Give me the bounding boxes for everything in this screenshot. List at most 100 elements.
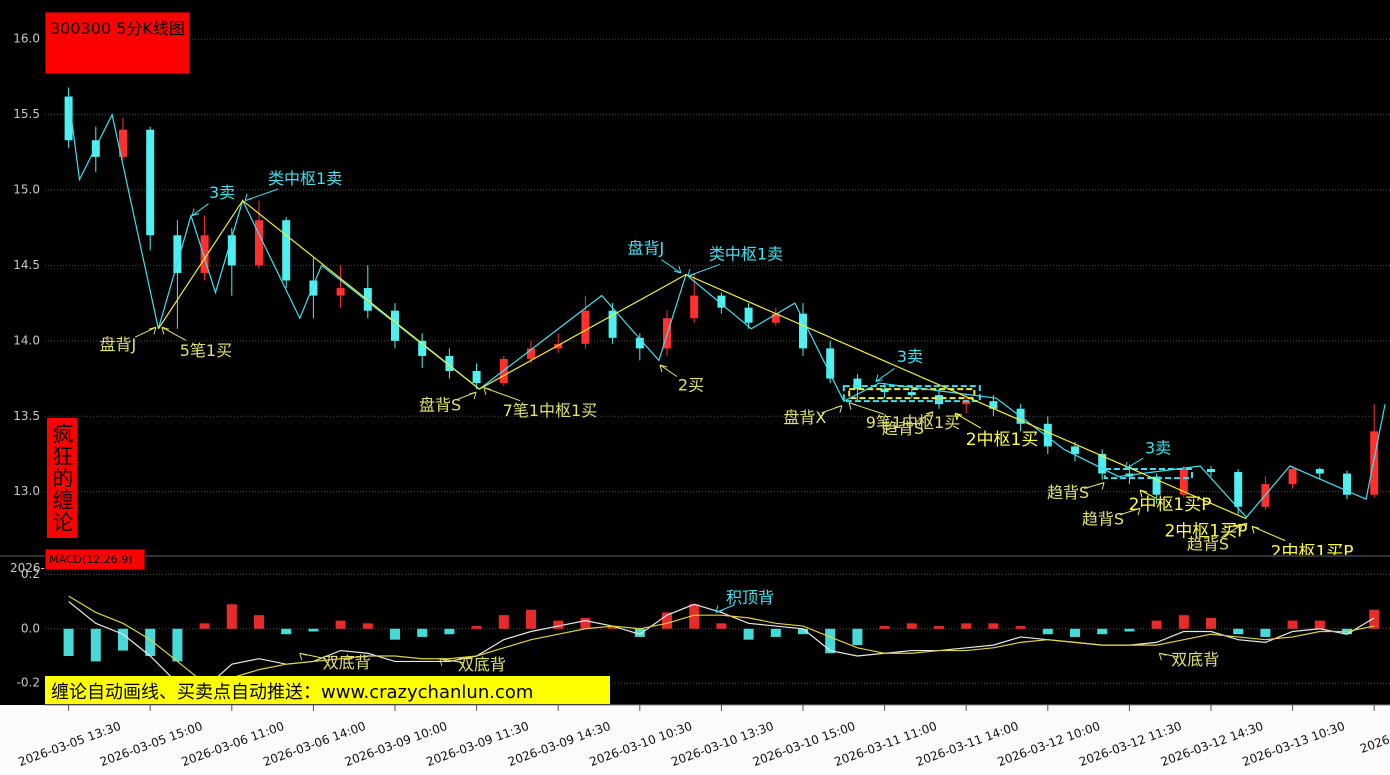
macd-bar bbox=[199, 623, 210, 629]
candle-body bbox=[799, 313, 807, 349]
macd-bar bbox=[743, 628, 754, 640]
macd-bar bbox=[988, 623, 999, 629]
annotation-arrow bbox=[1223, 524, 1243, 537]
candle-body bbox=[935, 395, 943, 405]
y-tick-label: 13.0 bbox=[13, 484, 40, 498]
arrow-head bbox=[673, 265, 682, 274]
annotation-label: 2中枢1买P bbox=[1129, 495, 1212, 515]
candle-body bbox=[989, 401, 998, 409]
side-label: 疯狂的缠论 bbox=[47, 418, 77, 538]
pivot-zone bbox=[848, 388, 976, 400]
pivot-zone bbox=[842, 385, 981, 403]
y-tick-label: 13.5 bbox=[13, 409, 40, 423]
candle-body bbox=[962, 401, 971, 405]
macd-bar bbox=[281, 628, 292, 635]
annotation-label: 类中枢1卖 bbox=[268, 169, 342, 188]
arrow-head bbox=[875, 374, 884, 383]
candle-body bbox=[853, 378, 862, 390]
annotation-label: 盘背X bbox=[783, 408, 826, 427]
annotation-label: 盘背J bbox=[628, 238, 665, 257]
annotation-arrow bbox=[1124, 457, 1144, 470]
candle-body bbox=[255, 220, 263, 266]
arrow-head bbox=[244, 193, 253, 202]
line bbox=[68, 595, 1375, 684]
annotation-label: 趋背S bbox=[882, 419, 924, 438]
macd-bar bbox=[1369, 609, 1380, 629]
y-tick-label: 0.0 bbox=[21, 621, 40, 635]
arrow-head bbox=[715, 605, 724, 613]
arrow-head bbox=[834, 405, 843, 413]
candle-body bbox=[1370, 431, 1379, 495]
annotation-label: 5笔1买 bbox=[180, 341, 232, 360]
y-tick-label: 14.0 bbox=[13, 333, 40, 347]
annotation-label: 3卖 bbox=[1145, 439, 1171, 458]
macd-bar bbox=[90, 628, 101, 662]
macd-bar bbox=[362, 623, 373, 629]
annotation-arrow bbox=[1139, 489, 1157, 499]
candle-body bbox=[282, 220, 291, 281]
macd-bar bbox=[444, 628, 455, 635]
arrow-head bbox=[1139, 489, 1148, 498]
macd-bar bbox=[1314, 620, 1325, 629]
macd-bar bbox=[1042, 628, 1053, 635]
line bbox=[68, 96, 1386, 519]
macd-bar bbox=[172, 628, 183, 662]
candle-body bbox=[336, 288, 345, 296]
x-axis-band bbox=[0, 705, 1390, 775]
macd-bar bbox=[1206, 617, 1216, 629]
macd-title: MACD(12,26,9) bbox=[45, 549, 145, 570]
arrow-head bbox=[439, 658, 448, 666]
macd-bar bbox=[825, 628, 836, 654]
macd-bar bbox=[1178, 615, 1189, 629]
annotation-label: 盘背S bbox=[419, 396, 461, 415]
macd-bar bbox=[852, 628, 863, 646]
candle-body bbox=[1207, 469, 1215, 473]
macd-bar bbox=[254, 615, 264, 629]
macd-bar bbox=[1124, 628, 1135, 632]
macd-bar bbox=[526, 609, 536, 629]
arrow-head bbox=[1132, 507, 1141, 516]
macd-bar bbox=[553, 620, 564, 629]
macd-bar bbox=[390, 628, 400, 640]
macd-bar bbox=[961, 623, 972, 629]
annotation-label: 2中枢1买 bbox=[966, 430, 1039, 450]
y-tick-label: 0.2 bbox=[21, 567, 40, 581]
candle-body bbox=[119, 129, 127, 157]
candle-body bbox=[1152, 476, 1161, 495]
candle-body bbox=[200, 235, 209, 273]
annotation-label: 趋背S bbox=[1047, 483, 1089, 502]
macd-bar bbox=[634, 628, 645, 637]
macd-bar bbox=[1097, 628, 1108, 635]
arrow-head bbox=[1251, 525, 1260, 534]
annotation-arrow bbox=[134, 326, 157, 338]
candle-body bbox=[826, 348, 835, 379]
macd-bar bbox=[1015, 626, 1026, 629]
line bbox=[157, 199, 1247, 520]
candle-body bbox=[581, 310, 590, 344]
annotation-label: 盘背J bbox=[100, 335, 137, 354]
annotation-label: 趋背S bbox=[1082, 510, 1124, 529]
macd-bar bbox=[471, 626, 482, 629]
y-tick-label: 14.5 bbox=[13, 258, 40, 272]
arrow-head bbox=[468, 391, 477, 400]
candle-body bbox=[1043, 423, 1052, 447]
arrow-head bbox=[191, 208, 200, 217]
annotation-arrow bbox=[916, 411, 934, 423]
annotation-label: 趋背S bbox=[1187, 534, 1229, 553]
macd-bar bbox=[498, 615, 509, 629]
y-tick-label: 15.0 bbox=[13, 183, 40, 197]
candle-body bbox=[880, 389, 889, 393]
macd-bar bbox=[1151, 620, 1162, 629]
candle-body bbox=[391, 310, 399, 341]
annotation-arrow bbox=[191, 203, 209, 217]
macd-bar bbox=[145, 628, 156, 656]
annotation-arrow bbox=[659, 364, 678, 377]
annotation-label: 双底背 bbox=[1171, 650, 1219, 669]
arrow-head bbox=[687, 268, 696, 277]
candle-body bbox=[363, 288, 372, 311]
candle-body bbox=[1288, 469, 1297, 485]
banner: 缠论自动画线、买卖点自动推送：www.crazychanlun.com bbox=[45, 676, 610, 704]
